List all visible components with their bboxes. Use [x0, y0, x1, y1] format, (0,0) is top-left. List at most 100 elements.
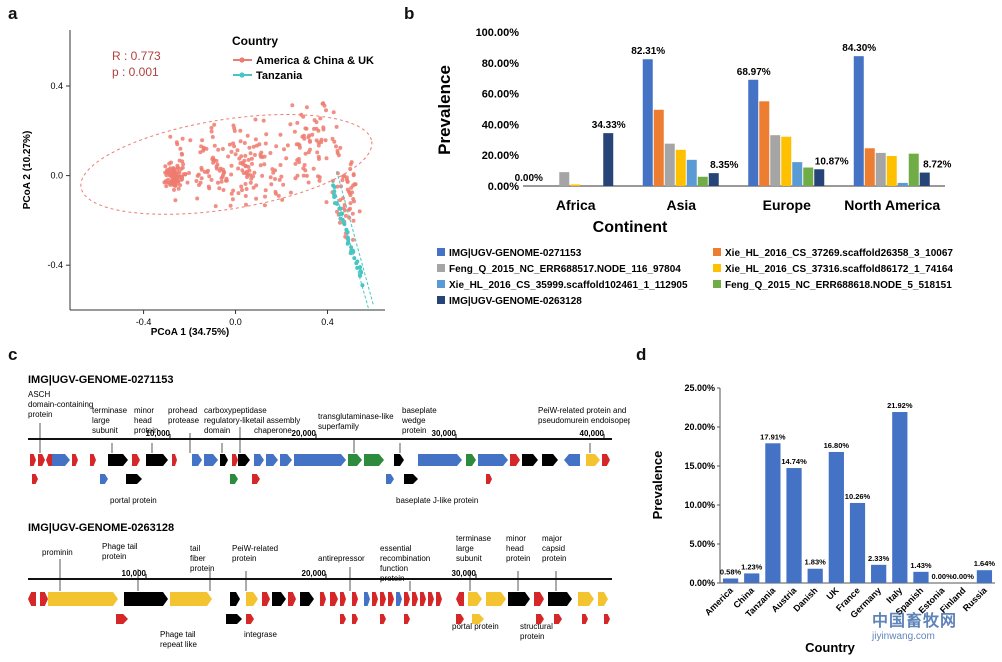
scatter-point — [331, 110, 336, 115]
category-label: North America — [844, 197, 940, 213]
gene-arrow — [536, 614, 544, 624]
scatter-point — [252, 153, 257, 157]
scatter-point — [232, 144, 237, 149]
scatter-point — [173, 198, 178, 203]
scatter-point — [243, 194, 248, 198]
genome1-title: IMG|UGV-GENOME-0271153 — [28, 374, 174, 386]
gene-label: Phage tail repeat like — [160, 630, 197, 649]
scatter-point — [341, 206, 346, 211]
data-label: 82.31% — [631, 46, 665, 57]
scatter-point — [233, 152, 238, 157]
scatter-point — [346, 240, 351, 245]
gene-arrow — [30, 454, 36, 466]
gene-arrow — [340, 614, 346, 624]
scatter-point — [228, 203, 233, 208]
scatter-point — [198, 150, 203, 155]
scatter-point — [351, 237, 355, 242]
pcoa-scatter-chart: -0.4 0.0 0.4 -0.4 0.0 0.4 R : 0.773 p : 0.001… — [22, 30, 385, 338]
gene-label: minor head protein — [134, 406, 158, 435]
scatter-point — [357, 209, 362, 214]
ruler-tick-label: 30,000 — [432, 429, 457, 438]
gene-arrow — [486, 592, 506, 606]
gene-label: PeiW-related protein — [232, 544, 278, 563]
scatter-point — [185, 180, 190, 185]
bar — [770, 135, 781, 186]
gene-arrow — [300, 592, 314, 606]
gene-arrow — [252, 474, 260, 484]
scatter-point — [214, 158, 219, 163]
scatter-point — [204, 146, 209, 151]
scatter-point — [229, 163, 234, 168]
scatter-point — [178, 146, 183, 151]
scatter-point — [258, 163, 263, 168]
scatter-point — [219, 179, 224, 184]
scatter-point — [248, 180, 253, 185]
scatter-point — [236, 166, 241, 171]
x-axis-title: Continent — [593, 219, 668, 236]
scatter-point — [262, 154, 267, 159]
scatter-point — [221, 172, 226, 177]
genome-maps: IMG|UGV-GENOME-0271153 10,000 20,000 30,00… — [28, 374, 630, 649]
scatter-point — [296, 157, 301, 161]
gene-arrow — [124, 592, 168, 606]
x-tick-label: 0.4 — [321, 317, 334, 327]
gene-arrow — [372, 592, 378, 606]
scatter-point — [330, 136, 335, 141]
gene-arrow — [32, 474, 38, 484]
scatter-point — [254, 183, 259, 188]
scatter-point — [288, 122, 293, 127]
scatter-point — [343, 213, 348, 218]
scatter-point — [263, 141, 268, 146]
confidence-ellipse-america — [80, 114, 373, 215]
gene-arrow — [456, 592, 464, 606]
scatter-point — [246, 157, 251, 162]
y-tick-label: 60.00% — [482, 89, 520, 101]
scatter-point — [338, 145, 343, 150]
scatter-point — [230, 197, 235, 202]
scatter-point — [251, 185, 256, 190]
bar — [686, 159, 697, 186]
scatter-point — [348, 206, 352, 211]
scatter-point — [239, 154, 244, 159]
y-tick-label: 40.00% — [482, 119, 520, 131]
p-value: p : 0.001 — [112, 65, 159, 79]
scatter-point — [304, 126, 309, 131]
scatter-point — [168, 166, 173, 171]
bar — [792, 162, 803, 186]
ruler-tick-label: 20,000 — [302, 569, 327, 578]
scatter-point — [348, 193, 353, 198]
scatter-point — [200, 138, 205, 143]
gene-arrow — [486, 474, 492, 484]
scatter-point — [169, 160, 173, 165]
scatter-point — [358, 265, 363, 270]
legend-label: Feng_Q_2015_NC_ERR688618.NODE_5_518151 — [725, 280, 952, 291]
bar — [814, 169, 825, 186]
gene-arrow — [172, 454, 177, 466]
scatter-point — [348, 201, 353, 206]
gene-arrow — [262, 592, 270, 606]
scatter-point — [210, 135, 215, 139]
scatter-point — [229, 172, 234, 177]
scatter-point — [273, 189, 278, 194]
bar — [919, 172, 930, 186]
y-tick-label: 100.00% — [476, 27, 520, 39]
scatter-point — [217, 186, 222, 191]
gene-arrow — [548, 592, 572, 606]
legend-label: Feng_Q_2015_NC_ERR688517.NODE_116_97804 — [449, 264, 681, 275]
scatter-point — [315, 150, 320, 155]
scatter-point — [336, 153, 341, 158]
gene-arrow — [578, 592, 594, 606]
gene-arrow — [254, 454, 264, 466]
watermark: 中国畜牧网 jiyinwang.com — [872, 607, 990, 642]
gene-arrow — [126, 474, 142, 484]
scatter-point — [257, 142, 262, 147]
y-tick-label: 25.00% — [684, 383, 715, 393]
scatter-point — [284, 156, 289, 161]
scatter-point — [317, 175, 322, 180]
data-label: 68.97% — [737, 67, 771, 78]
scatter-point — [301, 173, 306, 178]
gene-arrow — [46, 454, 52, 466]
category-label: Africa — [556, 197, 596, 213]
scatter-point — [224, 176, 229, 181]
bar — [675, 149, 686, 186]
